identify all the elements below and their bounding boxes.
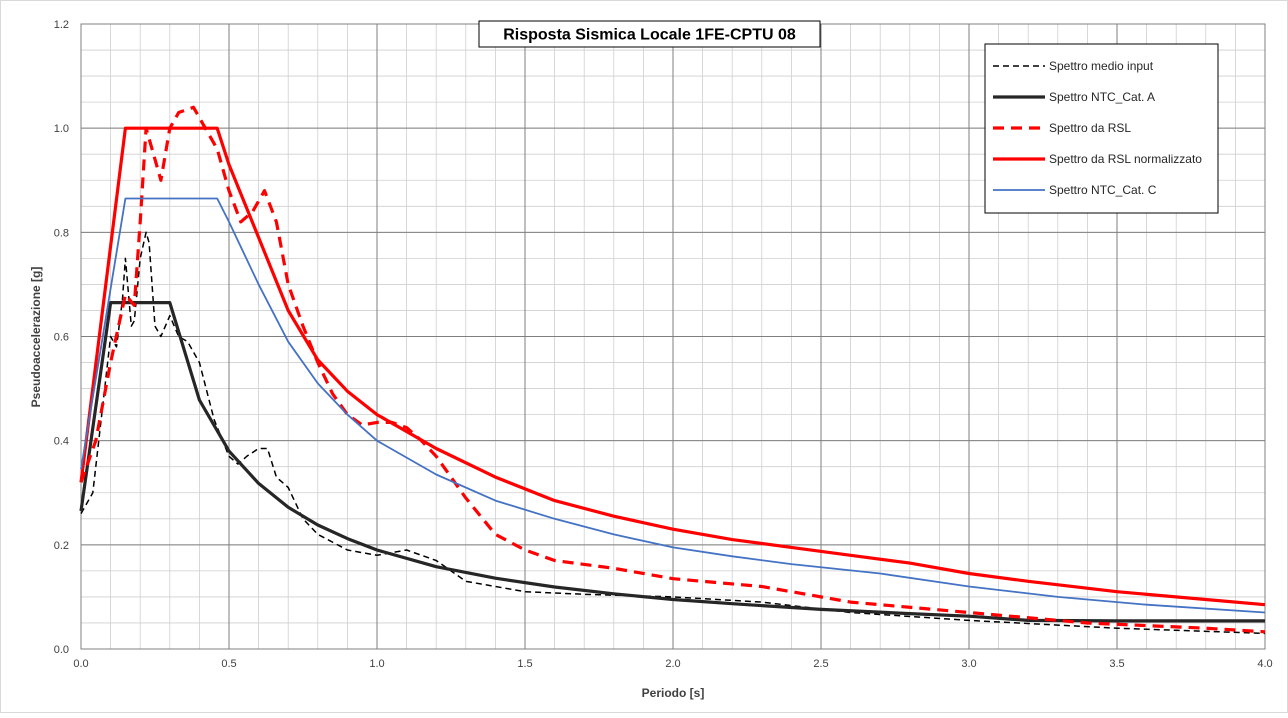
x-tick-label: 2.0 [665, 658, 680, 670]
x-tick-label: 0.5 [221, 658, 236, 670]
y-tick-label: 0.4 [54, 436, 69, 448]
legend-label: Spettro NTC_Cat. C [1049, 183, 1157, 197]
y-tick-label: 0.0 [54, 644, 69, 656]
legend-label: Spettro medio input [1049, 59, 1154, 73]
legend-label: Spettro NTC_Cat. A [1049, 90, 1155, 104]
x-axis-label: Periodo [s] [642, 686, 705, 700]
legend-box [984, 43, 1219, 214]
chart-legend: Spettro medio input Spettro NTC_Cat. A Spe… [984, 43, 1219, 214]
series-line-spettro-da-rsl-normalizzato [79, 126, 1266, 607]
y-tick-label: 0.6 [54, 332, 69, 344]
series-layer [79, 105, 1266, 635]
x-tick-label: 3.0 [961, 658, 976, 670]
y-tick-label: 1.0 [54, 123, 69, 135]
legend-label: Spettro da RSL [1049, 121, 1131, 135]
y-tick-label: 0.2 [54, 540, 69, 552]
chart-title: Risposta Sismica Locale 1FE-CPTU 08 [503, 27, 796, 44]
x-tick-label: 1.0 [369, 658, 384, 670]
series-line-spettro-ntc-cat-a [79, 301, 1265, 623]
x-tick-label: 3.5 [1109, 658, 1124, 670]
x-tick-label: 0.0 [73, 658, 88, 670]
chart-title-box: Risposta Sismica Locale 1FE-CPTU 08 [478, 20, 821, 48]
x-axis-ticks: 0.0 0.5 1.0 1.5 2.0 2.5 3.0 3.5 4.0 [73, 658, 1272, 670]
series-line-spettro-da-rsl [79, 105, 1266, 634]
y-tick-label: 1.2 [54, 19, 69, 31]
y-axis-label: Pseudoaccelerazione [g] [29, 267, 43, 408]
x-tick-label: 4.0 [1257, 658, 1272, 670]
y-axis-ticks: 0.0 0.2 0.4 0.6 0.8 1.0 1.2 [54, 19, 69, 656]
x-tick-label: 2.5 [813, 658, 828, 670]
y-tick-label: 0.8 [54, 227, 69, 239]
x-tick-label: 1.5 [517, 658, 532, 670]
legend-label: Spettro da RSL normalizzato [1049, 152, 1202, 166]
series-line-spettro-ntc-cat-c [80, 197, 1266, 614]
